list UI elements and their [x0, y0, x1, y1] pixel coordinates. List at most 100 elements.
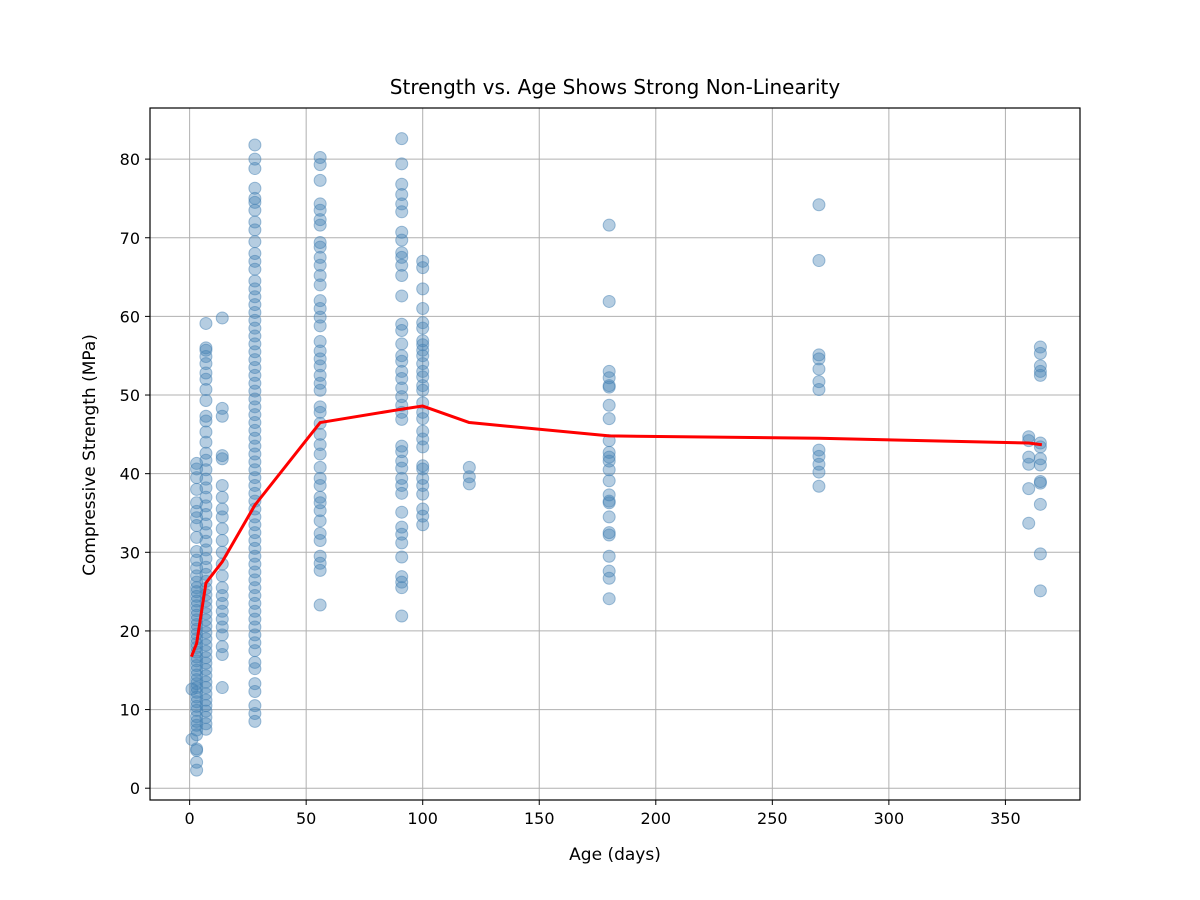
- scatter-point: [395, 570, 409, 584]
- scatter-point: [1033, 359, 1047, 373]
- scatter-point: [248, 235, 262, 249]
- scatter-point: [602, 571, 616, 585]
- scatter-point: [248, 191, 262, 205]
- scatter-point: [215, 401, 229, 415]
- scatter-point: [199, 435, 213, 449]
- x-tick-label: 100: [407, 809, 438, 828]
- scatter-point: [248, 246, 262, 260]
- scatter-point: [215, 452, 229, 466]
- scatter-point: [395, 520, 409, 534]
- scatter-point: [313, 534, 327, 547]
- scatter-point: [602, 364, 616, 378]
- scatter-point: [313, 368, 327, 382]
- x-tick-label: 200: [641, 809, 672, 828]
- scatter-point: [199, 453, 213, 467]
- scatter-point: [248, 699, 262, 713]
- scatter-point: [248, 195, 262, 209]
- scatter-point: [395, 550, 409, 564]
- y-tick-label: 50: [120, 386, 140, 405]
- x-tick-label: 300: [874, 809, 905, 828]
- x-axis-label: Age (days): [569, 845, 661, 865]
- scatter-point: [812, 479, 826, 493]
- scatter-point: [395, 250, 409, 264]
- scatter-point: [395, 337, 409, 351]
- scatter-point: [395, 478, 409, 492]
- scatter-point: [313, 438, 327, 452]
- scatter-point: [462, 477, 476, 491]
- scatter-point: [602, 398, 616, 412]
- scatter-point: [313, 250, 327, 264]
- scatter-point: [462, 470, 476, 484]
- scatter-point: [313, 197, 327, 211]
- scatter-point: [395, 246, 409, 260]
- scatter-point: [313, 427, 327, 441]
- scatter-point: [313, 514, 327, 528]
- scatter-point: [313, 447, 327, 461]
- scatter-point: [313, 598, 327, 612]
- chart-title: Strength vs. Age Shows Strong Non-Linear…: [390, 75, 841, 99]
- scatter-point: [215, 681, 229, 695]
- scatter-point: [313, 526, 327, 540]
- scatter-point: [248, 162, 262, 176]
- scatter-point: [395, 157, 409, 171]
- scatter-point: [416, 254, 430, 268]
- scatter-point: [1033, 547, 1047, 561]
- scatter-point: [1022, 482, 1036, 496]
- scatter-point: [602, 474, 616, 488]
- scatter-point: [395, 289, 409, 303]
- scatter-point: [215, 640, 229, 654]
- scatter-point: [812, 348, 826, 362]
- scatter-point: [199, 490, 213, 504]
- scatter-point: [395, 454, 409, 468]
- scatter-point: [248, 215, 262, 229]
- scatter-point: [248, 655, 262, 669]
- scatter-point: [395, 132, 409, 146]
- scatter-point: [199, 316, 213, 330]
- scatter-point: [199, 414, 213, 428]
- scatter-point: [199, 472, 213, 486]
- y-tick-label: 10: [120, 701, 140, 720]
- scatter-point: [395, 461, 409, 475]
- scatter-point: [416, 334, 430, 348]
- mean-strength-line: [190, 404, 1043, 658]
- scatter-point: [416, 462, 430, 476]
- scatter-point: [812, 443, 826, 457]
- x-tick-label: 0: [185, 809, 195, 828]
- x-axis-ticks: 0 50 100 150 200 250 300 350: [185, 800, 1021, 828]
- scatter-point: [313, 383, 327, 397]
- y-tick-label: 70: [120, 229, 140, 248]
- scatter-point: [602, 294, 616, 308]
- scatter-point: [462, 460, 476, 474]
- scatter-point: [313, 400, 327, 414]
- scatter-point: [199, 409, 213, 423]
- scatter-point: [602, 592, 616, 606]
- scatter-point: [812, 352, 826, 366]
- scatter-point: [215, 534, 229, 547]
- scatter-point: [395, 439, 409, 453]
- scatter-point: [416, 302, 430, 316]
- scatter-point: [416, 338, 430, 352]
- scatter-point: [602, 488, 616, 502]
- scatter-point: [248, 152, 262, 166]
- scatter-point: [1033, 497, 1047, 511]
- scatter-point: [313, 213, 327, 227]
- scatter-point: [313, 549, 327, 563]
- scatter-point: [395, 364, 409, 378]
- scatter-point: [812, 375, 826, 389]
- scatter-point: [1022, 450, 1036, 464]
- scatter-point: [395, 317, 409, 331]
- y-tick-label: 40: [120, 465, 140, 484]
- scatter-point: [313, 173, 327, 187]
- scatter-point: [313, 240, 327, 254]
- scatter-point: [313, 478, 327, 492]
- scatter-point: [395, 268, 409, 282]
- scatter-point: [199, 383, 213, 397]
- x-tick-label: 250: [757, 809, 788, 828]
- scatter-point: [1033, 584, 1047, 598]
- scatter-point: [215, 502, 229, 516]
- y-tick-label: 20: [120, 622, 140, 641]
- scatter-point: [416, 471, 430, 485]
- scatter-point: [602, 564, 616, 578]
